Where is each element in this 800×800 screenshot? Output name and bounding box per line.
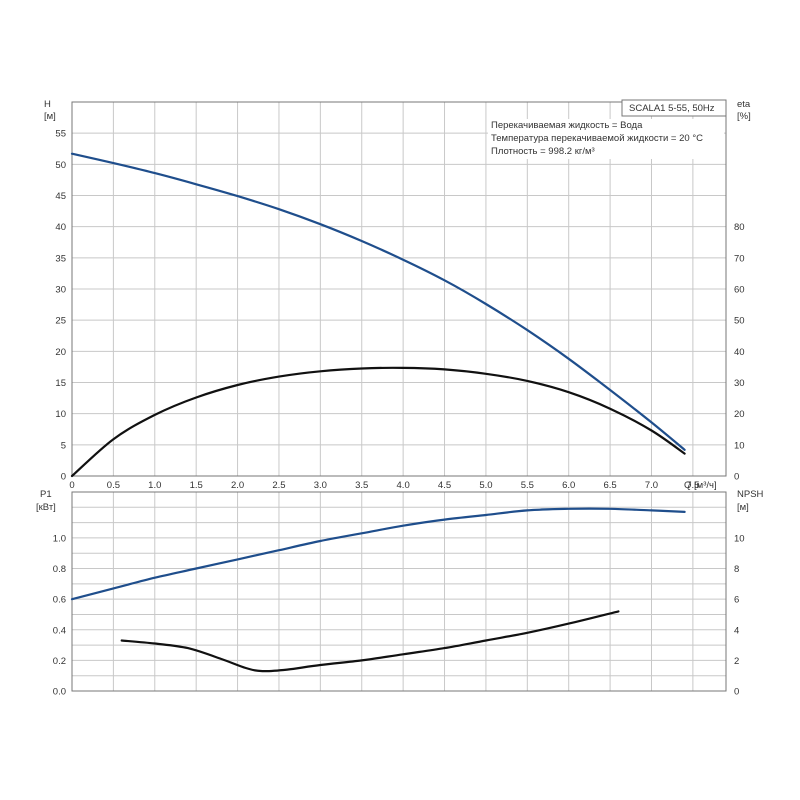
x-tick-label: 3.5 bbox=[355, 480, 368, 491]
npsh-tick-label: 0 bbox=[734, 687, 739, 698]
annotation-temperature: Температура перекачиваемой жидкости = 20… bbox=[491, 133, 703, 144]
annotation-liquid: Перекачиваемая жидкость = Вода bbox=[491, 120, 643, 131]
x-tick-label: 5.0 bbox=[479, 480, 492, 491]
x-tick-label: 6.5 bbox=[603, 480, 616, 491]
efficiency-tick-label: 30 bbox=[734, 378, 745, 389]
power-tick-label: 0.4 bbox=[53, 625, 66, 636]
npsh-tick-label: 2 bbox=[734, 656, 739, 667]
x-tick-label: 0.5 bbox=[107, 480, 120, 491]
x-tick-label: 4.0 bbox=[397, 480, 410, 491]
power-tick-label: 0.0 bbox=[53, 687, 66, 698]
efficiency-tick-labels: 0 10 20 30 40 50 60 70 80 bbox=[734, 222, 745, 482]
bottom-grid bbox=[72, 492, 726, 691]
efficiency-tick-label: 70 bbox=[734, 253, 745, 264]
head-tick-label: 30 bbox=[55, 285, 66, 296]
head-tick-labels: 0 5 10 15 20 25 30 35 40 45 50 55 bbox=[55, 129, 66, 483]
power-tick-label: 0.2 bbox=[53, 656, 66, 667]
x-tick-label: 4.5 bbox=[438, 480, 451, 491]
top-panel-frame bbox=[71, 101, 727, 477]
efficiency-axis-unit: [%] bbox=[737, 111, 751, 122]
npsh-axis-unit: [м] bbox=[737, 502, 749, 513]
head-tick-label: 50 bbox=[55, 160, 66, 171]
annotation-density: Плотность = 998.2 кг/м³ bbox=[491, 146, 595, 157]
npsh-tick-labels: 0 2 4 6 8 10 bbox=[734, 533, 745, 697]
x-tick-label: 5.5 bbox=[521, 480, 534, 491]
npsh-axis-label: NPSH bbox=[737, 489, 764, 500]
head-tick-label: 0 bbox=[61, 472, 66, 483]
power-npsh-panel: 0.0 0.2 0.4 0.6 0.8 1.0 0 2 4 6 8 10 P1 [кВт] NPSH… bbox=[36, 489, 764, 698]
power-tick-label: 0.6 bbox=[53, 595, 66, 606]
power-axis-unit: [кВт] bbox=[36, 502, 56, 513]
chart-title: SCALA1 5-55, 50Hz bbox=[629, 103, 715, 114]
efficiency-axis-label: eta bbox=[737, 99, 751, 110]
head-curve bbox=[70, 152, 686, 451]
x-tick-label: 2.5 bbox=[272, 480, 285, 491]
efficiency-tick-label: 60 bbox=[734, 285, 745, 296]
x-tick-label: 6.0 bbox=[562, 480, 575, 491]
power-tick-label: 0.8 bbox=[53, 564, 66, 575]
power-tick-label: 1.0 bbox=[53, 533, 66, 544]
x-tick-label: 0 bbox=[69, 480, 74, 491]
efficiency-curve bbox=[70, 366, 686, 478]
efficiency-tick-label: 80 bbox=[734, 222, 745, 233]
bottom-series bbox=[70, 507, 686, 673]
x-tick-label: 7.5 bbox=[686, 480, 699, 491]
top-series bbox=[70, 152, 686, 478]
efficiency-tick-label: 20 bbox=[734, 409, 745, 420]
head-axis-unit: [м] bbox=[44, 111, 56, 122]
head-tick-label: 45 bbox=[55, 191, 66, 202]
head-tick-label: 35 bbox=[55, 253, 66, 264]
npsh-curve bbox=[120, 610, 620, 673]
efficiency-tick-label: 40 bbox=[734, 347, 745, 358]
head-tick-label: 15 bbox=[55, 378, 66, 389]
npsh-tick-label: 6 bbox=[734, 595, 739, 606]
efficiency-tick-label: 50 bbox=[734, 316, 745, 327]
x-tick-label: 3.0 bbox=[314, 480, 327, 491]
head-tick-label: 5 bbox=[61, 440, 66, 451]
head-tick-label: 20 bbox=[55, 347, 66, 358]
bottom-panel-frame bbox=[71, 491, 727, 692]
head-tick-label: 55 bbox=[55, 129, 66, 140]
head-axis-label: H bbox=[44, 99, 51, 110]
head-tick-label: 10 bbox=[55, 409, 66, 420]
efficiency-tick-label: 0 bbox=[734, 472, 739, 483]
annotation-backdrop bbox=[488, 119, 724, 159]
power-curve bbox=[70, 507, 686, 601]
head-tick-label: 40 bbox=[55, 222, 66, 233]
npsh-tick-label: 10 bbox=[734, 533, 745, 544]
x-tick-label: 1.0 bbox=[148, 480, 161, 491]
npsh-tick-label: 4 bbox=[734, 625, 739, 636]
x-tick-label: 1.5 bbox=[190, 480, 203, 491]
power-tick-labels: 0.0 0.2 0.4 0.6 0.8 1.0 bbox=[53, 533, 66, 697]
npsh-tick-label: 8 bbox=[734, 564, 739, 575]
head-tick-label: 25 bbox=[55, 316, 66, 327]
flow-axis-label: Q [м³/ч] bbox=[684, 480, 717, 491]
x-tick-labels: 0 0.5 1.0 1.5 2.0 2.5 3.0 3.5 4.0 4.5 5.0 5.5 6.0 6.5… bbox=[69, 480, 699, 491]
efficiency-tick-label: 10 bbox=[734, 440, 745, 451]
power-axis-label: P1 bbox=[40, 489, 52, 500]
x-tick-label: 2.0 bbox=[231, 480, 244, 491]
title-box bbox=[621, 99, 727, 117]
x-tick-label: 7.0 bbox=[645, 480, 658, 491]
head-efficiency-panel: 0 0.5 1.0 1.5 2.0 2.5 3.0 3.5 4.0 4.5 5.0 5.5 6.0 6.5… bbox=[44, 99, 751, 491]
